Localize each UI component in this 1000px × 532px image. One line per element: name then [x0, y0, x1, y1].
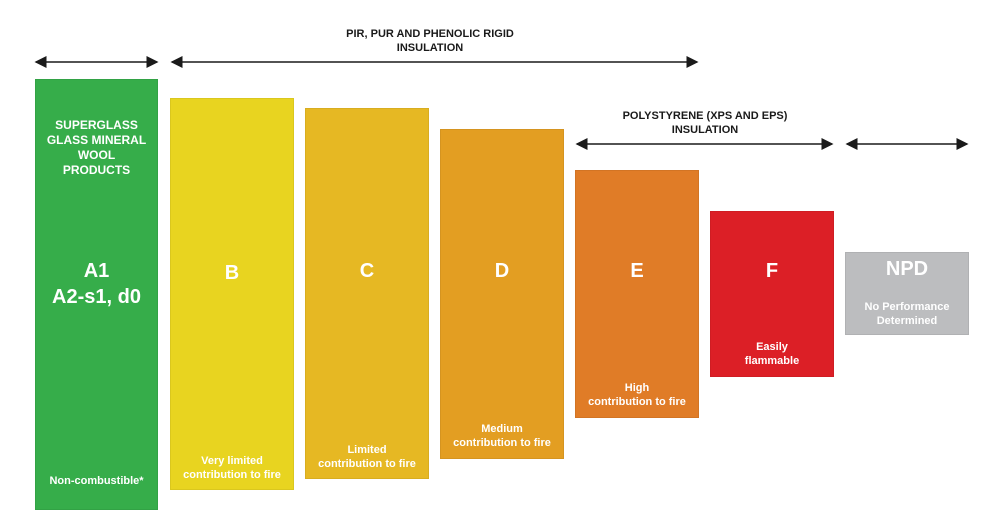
class-b-description: Very limited contribution to fire: [183, 455, 281, 481]
class-d-bar: D Medium contribution to fire: [440, 129, 564, 459]
class-c-bar: C Limited contribution to fire: [305, 108, 429, 479]
class-a1-bar: SUPERGLASS GLASS MINERAL WOOL PRODUCTS A…: [35, 79, 158, 510]
class-f-label: F: [765, 260, 779, 282]
a1-note: Non-combustible*: [49, 475, 144, 487]
class-npd-label: NPD: [885, 258, 929, 280]
class-e-label: E: [630, 260, 644, 282]
class-npd-bar: NPD No Performance Determined: [845, 252, 969, 335]
class-f-bar: F Easily flammable: [710, 211, 834, 377]
pir-pur-group-label: PIR, PUR AND PHENOLIC RIGID INSULATION: [346, 28, 514, 54]
a1-class-label: A1 A2-s1, d0: [52, 260, 141, 308]
class-e-description: High contribution to fire: [588, 382, 686, 408]
class-e-bar: E High contribution to fire: [575, 170, 699, 418]
class-c-description: Limited contribution to fire: [318, 444, 416, 470]
class-c-label: C: [359, 260, 375, 282]
a1-product-label: SUPERGLASS GLASS MINERAL WOOL PRODUCTS: [46, 118, 147, 177]
class-npd-description: No Performance Determined: [864, 301, 950, 327]
class-b-bar: B Very limited contribution to fire: [170, 98, 294, 490]
polystyrene-group-label: POLYSTYRENE (XPS AND EPS) INSULATION: [622, 110, 788, 136]
class-d-label: D: [494, 260, 510, 282]
class-f-description: Easily flammable: [744, 341, 800, 367]
class-d-description: Medium contribution to fire: [453, 423, 551, 449]
class-b-label: B: [224, 262, 240, 284]
